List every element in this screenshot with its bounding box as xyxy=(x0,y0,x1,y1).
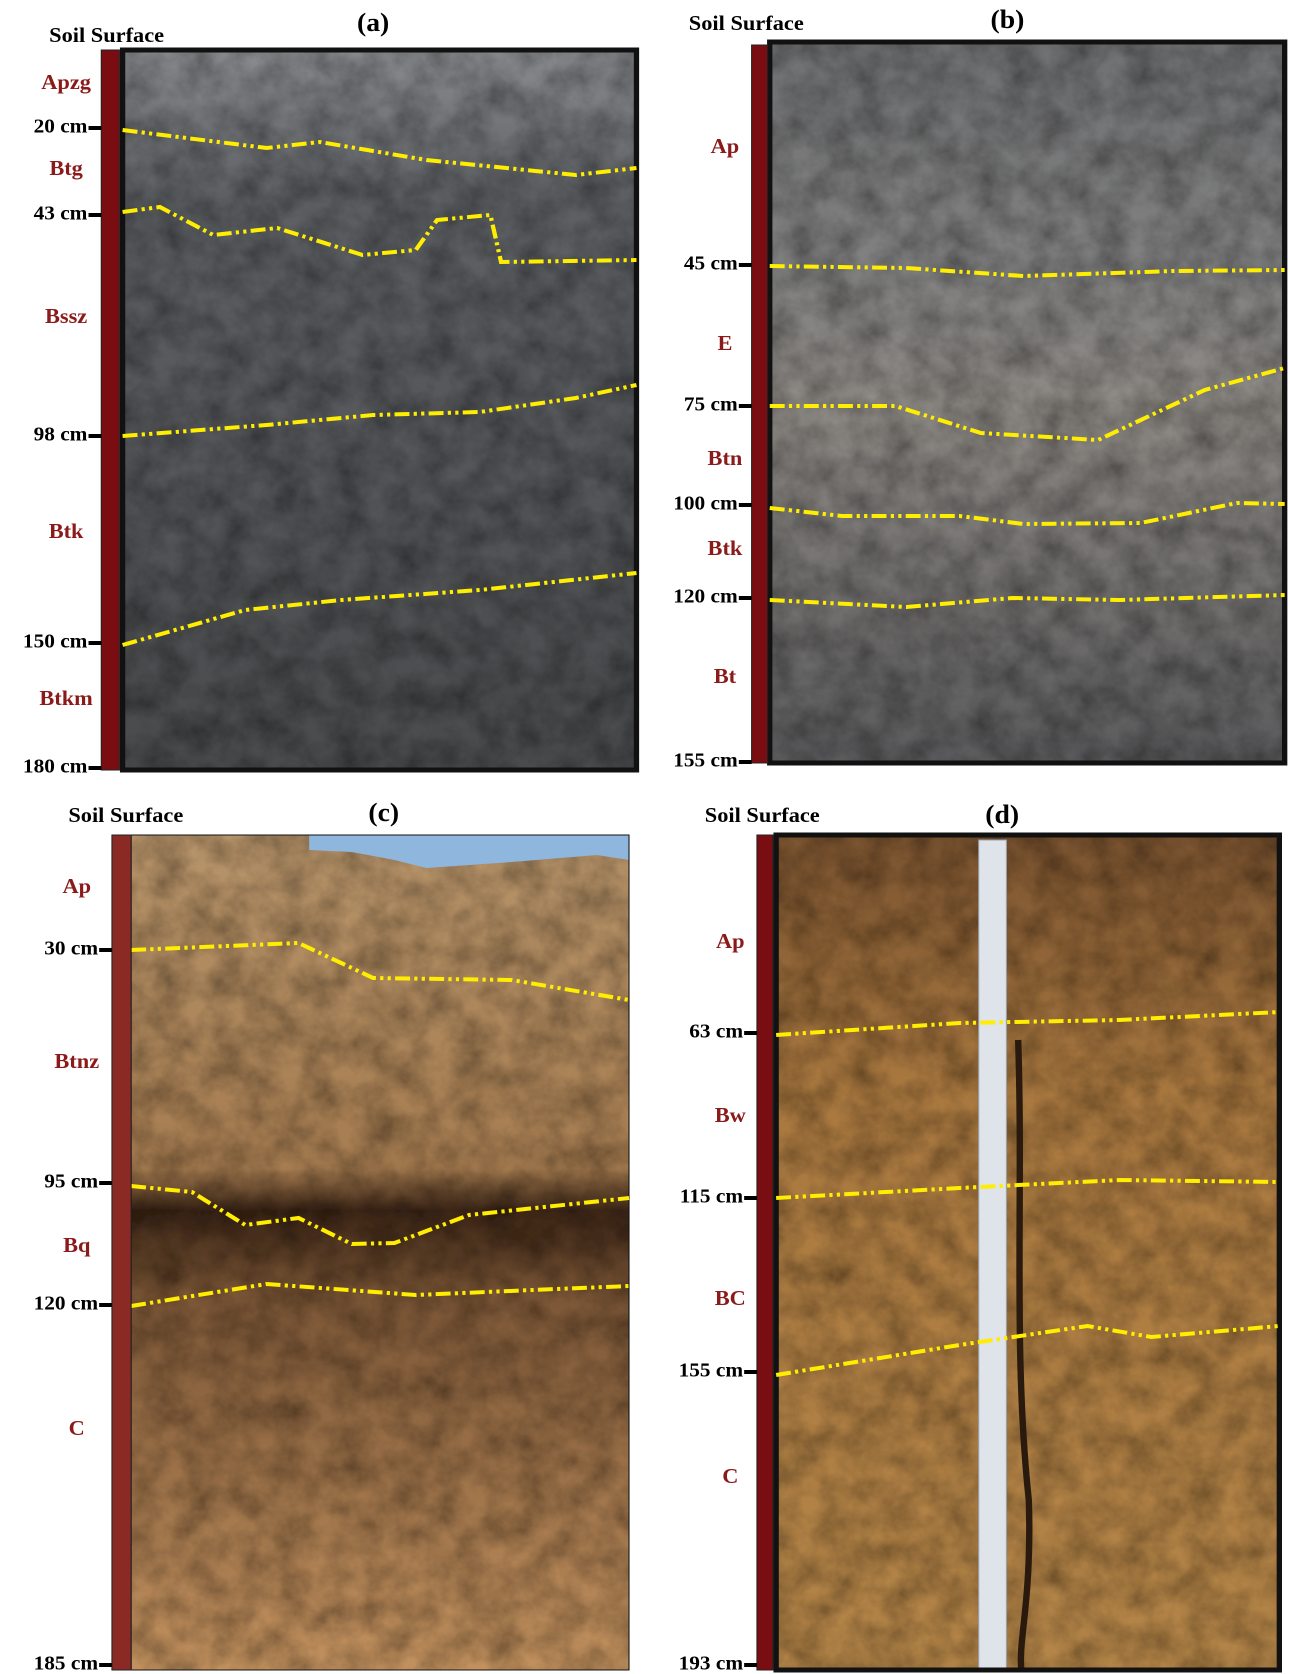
depth-label: 20 cm xyxy=(34,116,88,137)
horizon-label: Btk xyxy=(708,536,744,559)
horizon-label: Ap xyxy=(711,134,740,157)
soil-photo xyxy=(123,50,637,770)
horizon-label: BC xyxy=(715,1286,746,1309)
horizon-label: Bt xyxy=(714,664,737,687)
horizon-label: Btkm xyxy=(39,686,92,709)
depth-label: 155 cm xyxy=(679,1360,743,1381)
horizon-label: Ap xyxy=(62,874,91,897)
panel-title: (a) xyxy=(357,8,389,37)
soil-photo xyxy=(131,835,629,1670)
surface-label: Soil Surface xyxy=(68,803,183,826)
horizon-label: C xyxy=(722,1464,738,1487)
horizon-label: C xyxy=(69,1416,85,1439)
depth-label: 43 cm xyxy=(34,203,88,224)
depth-label: 120 cm xyxy=(673,586,737,607)
horizon-label: Btg xyxy=(49,156,83,179)
horizon-label: Btk xyxy=(49,519,85,542)
measuring-tape xyxy=(979,840,1007,1670)
depth-bar xyxy=(752,45,768,763)
horizon-label: Apzg xyxy=(41,70,91,93)
depth-label: 115 cm xyxy=(680,1186,743,1207)
depth-label: 155 cm xyxy=(673,750,737,771)
panel-title: (d) xyxy=(985,800,1019,829)
depth-label: 185 cm xyxy=(34,1653,98,1674)
horizon-label: E xyxy=(717,331,732,354)
depth-label: 75 cm xyxy=(684,394,738,415)
surface-label: Soil Surface xyxy=(705,803,820,826)
surface-label: Soil Surface xyxy=(689,11,804,34)
surface-label: Soil Surface xyxy=(49,23,164,46)
depth-label: 30 cm xyxy=(44,938,98,959)
figure: (a) Soil Surface 20 cm 43 cm 98 cm 150 cm 180 … xyxy=(0,0,1290,1674)
panel-title: (b) xyxy=(991,5,1025,34)
depth-bar xyxy=(757,835,773,1670)
depth-label: 150 cm xyxy=(23,631,87,652)
horizon-label: Btnz xyxy=(54,1049,99,1072)
depth-label: 45 cm xyxy=(684,253,738,274)
depth-label: 63 cm xyxy=(689,1021,743,1042)
depth-bar xyxy=(101,50,119,770)
depth-label: 193 cm xyxy=(679,1653,743,1674)
depth-label: 98 cm xyxy=(34,424,88,445)
horizon-label: Bssz xyxy=(45,304,88,327)
horizon-label: Ap xyxy=(716,929,745,952)
panel-title: (c) xyxy=(368,798,399,827)
horizon-label: Bq xyxy=(63,1233,90,1256)
soil-photo xyxy=(770,42,1285,763)
page: (a) Soil Surface 20 cm 43 cm 98 cm 150 cm 180 … xyxy=(0,0,1290,1674)
depth-label: 95 cm xyxy=(44,1171,98,1192)
horizon-label: Btn xyxy=(708,446,743,469)
depth-bar xyxy=(112,835,131,1670)
depth-label: 120 cm xyxy=(34,1293,98,1314)
depth-label: 100 cm xyxy=(673,493,737,514)
horizon-label: Bw xyxy=(715,1103,746,1126)
depth-label: 180 cm xyxy=(23,756,87,777)
